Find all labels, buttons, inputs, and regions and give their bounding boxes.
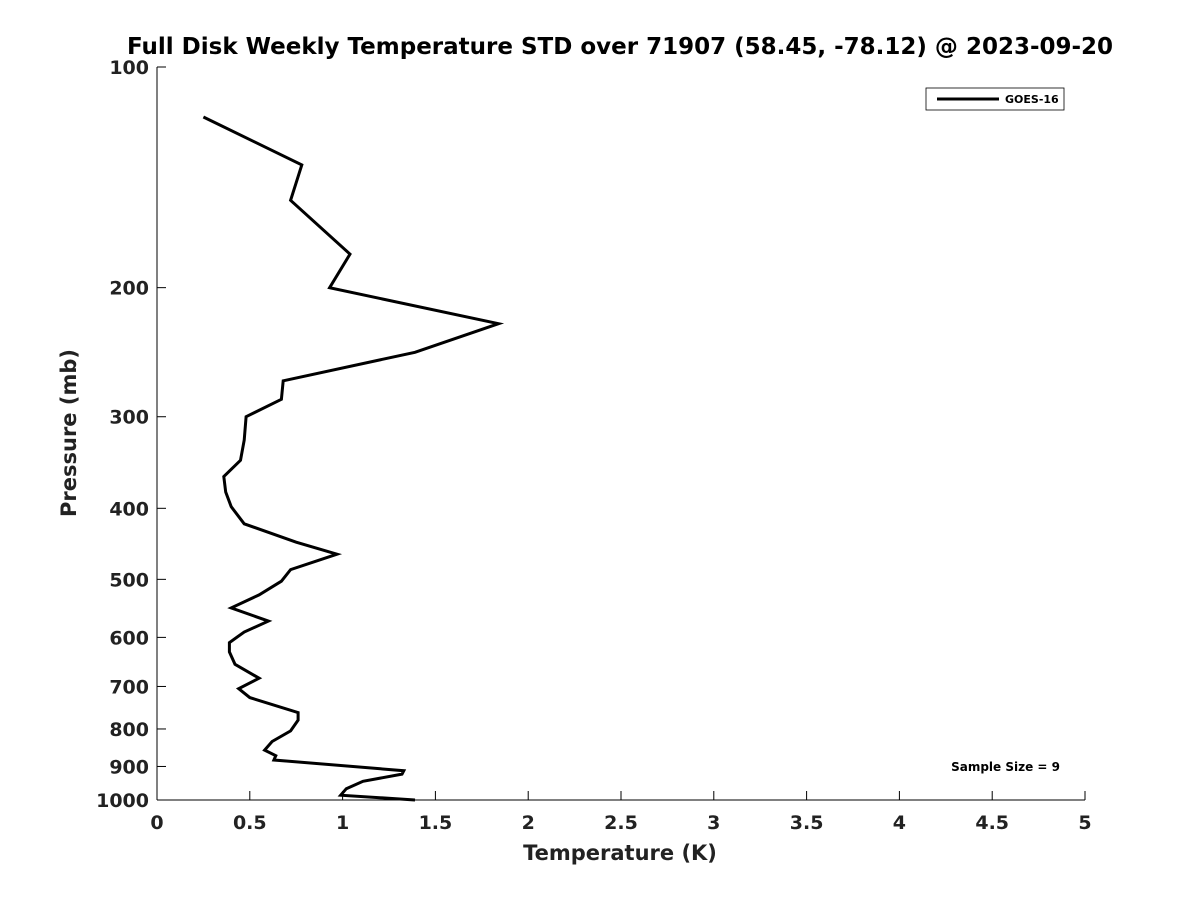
y-axis-ticks: 100 200 300 400 500 600 700 800 900 1000: [96, 57, 166, 812]
y-tick-label: 700: [109, 676, 149, 698]
y-tick-label: 900: [109, 756, 149, 778]
y-tick-label: 400: [109, 498, 149, 520]
y-tick-label: 600: [109, 627, 149, 649]
series-line-goes-16: [202, 115, 505, 802]
chart-title: Full Disk Weekly Temperature STD over 71…: [127, 34, 1113, 60]
x-tick-label: 3.5: [790, 812, 824, 834]
y-tick-label: 200: [109, 278, 149, 300]
legend: GOES-16: [925, 87, 1065, 111]
x-tick-label: 1: [336, 812, 349, 834]
series-layer: [202, 115, 505, 802]
x-tick-label: 0.5: [233, 812, 267, 834]
x-tick-label: 1.5: [419, 812, 453, 834]
y-axis-label: Pressure (mb): [57, 349, 81, 517]
x-tick-label: 3: [707, 812, 720, 834]
y-tick-label: 1000: [96, 790, 149, 812]
legend-label-goes-16: GOES-16: [1005, 93, 1059, 106]
y-tick-label: 500: [109, 569, 149, 591]
x-axis-label: Temperature (K): [523, 841, 717, 865]
x-tick-label: 0: [150, 812, 163, 834]
y-tick-label: 100: [109, 57, 149, 79]
x-tick-label: 4: [893, 812, 906, 834]
y-tick-label: 800: [109, 719, 149, 741]
x-tick-label: 2: [522, 812, 535, 834]
x-tick-label: 5: [1078, 812, 1091, 834]
sample-size-annotation: Sample Size = 9: [951, 760, 1060, 774]
x-tick-label: 2.5: [604, 812, 638, 834]
x-tick-label: 4.5: [975, 812, 1009, 834]
y-tick-label: 300: [109, 407, 149, 429]
x-axis-ticks: 0 0.5 1 1.5 2 2.5 3 3.5 4 4.5 5: [150, 791, 1092, 834]
